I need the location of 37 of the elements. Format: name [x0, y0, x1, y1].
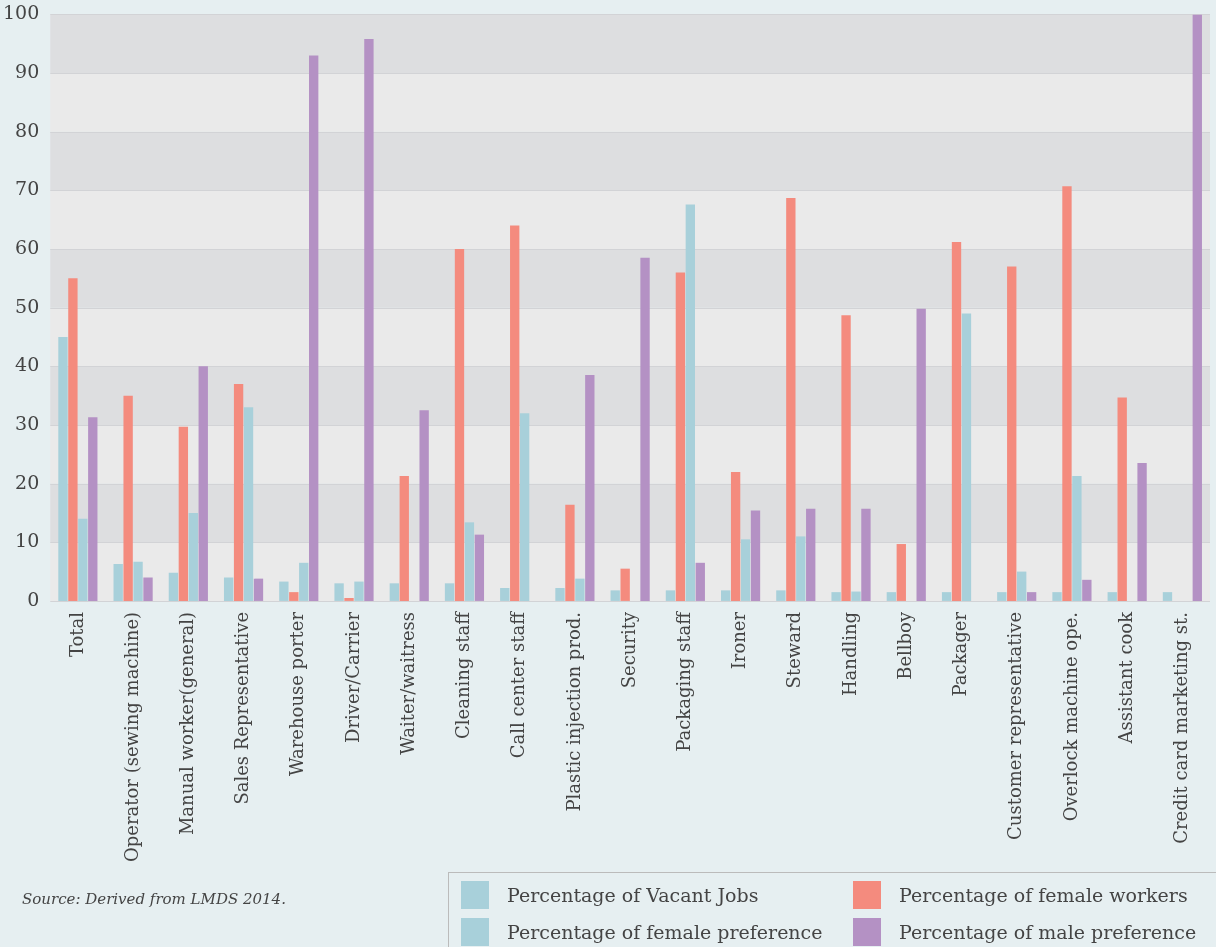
- y-tick-label: 90: [15, 59, 40, 82]
- y-tick-label: 100: [3, 1, 40, 24]
- x-tick-label: Total: [65, 611, 87, 658]
- y-tick-label: 10: [15, 529, 40, 552]
- legend-label: Percentage of male preference: [899, 921, 1197, 943]
- source-note: Source: Derived from LMDS 2014.: [22, 890, 286, 908]
- x-tick-label: Operator (sewing machine): [120, 611, 142, 862]
- x-tick-label: Bellboy: [893, 611, 915, 680]
- y-tick-label: 0: [27, 587, 40, 610]
- x-tick-label: Manual worker(general): [176, 611, 197, 836]
- x-tick-label: Security: [617, 611, 639, 689]
- legend-label: Percentage of female preference: [507, 921, 823, 943]
- x-tick-label: Steward: [783, 611, 805, 689]
- x-tick-label: Plastic injection prod.: [562, 611, 584, 812]
- y-tick-label: 40: [15, 353, 40, 376]
- x-tick-label: Assistant cook: [1114, 610, 1136, 745]
- x-tick-label: Overlock machine ope.: [1059, 611, 1081, 822]
- x-tick-label: Cleaning staff: [452, 610, 474, 740]
- y-tick-label: 80: [15, 118, 40, 141]
- y-tick-label: 50: [15, 294, 40, 317]
- x-tick-label: Ironer: [728, 611, 750, 670]
- x-tick-label: Packager: [949, 611, 971, 697]
- x-tick-label: Sales Representative: [231, 611, 253, 805]
- y-tick-label: 20: [15, 470, 40, 493]
- x-tick-label: Customer representative: [1004, 611, 1026, 840]
- x-tick-label: Call center staff: [507, 610, 529, 759]
- y-tick-label: 70: [15, 177, 40, 200]
- x-tick-label: Packaging staff: [673, 610, 695, 752]
- x-tick-label: Waiter/waitress: [396, 611, 418, 755]
- x-tick-label: Handling: [838, 611, 860, 697]
- x-tick-label: Driver/Carrier: [341, 611, 363, 743]
- legend-label: Percentage of female workers: [899, 884, 1188, 906]
- y-tick-label: 60: [15, 235, 40, 258]
- x-tick-label: Warehouse porter: [286, 611, 308, 776]
- x-tick-label: Credit card marketing st.: [1170, 611, 1192, 844]
- y-tick-label: 30: [15, 411, 40, 434]
- legend-label: Percentage of Vacant Jobs: [507, 884, 759, 906]
